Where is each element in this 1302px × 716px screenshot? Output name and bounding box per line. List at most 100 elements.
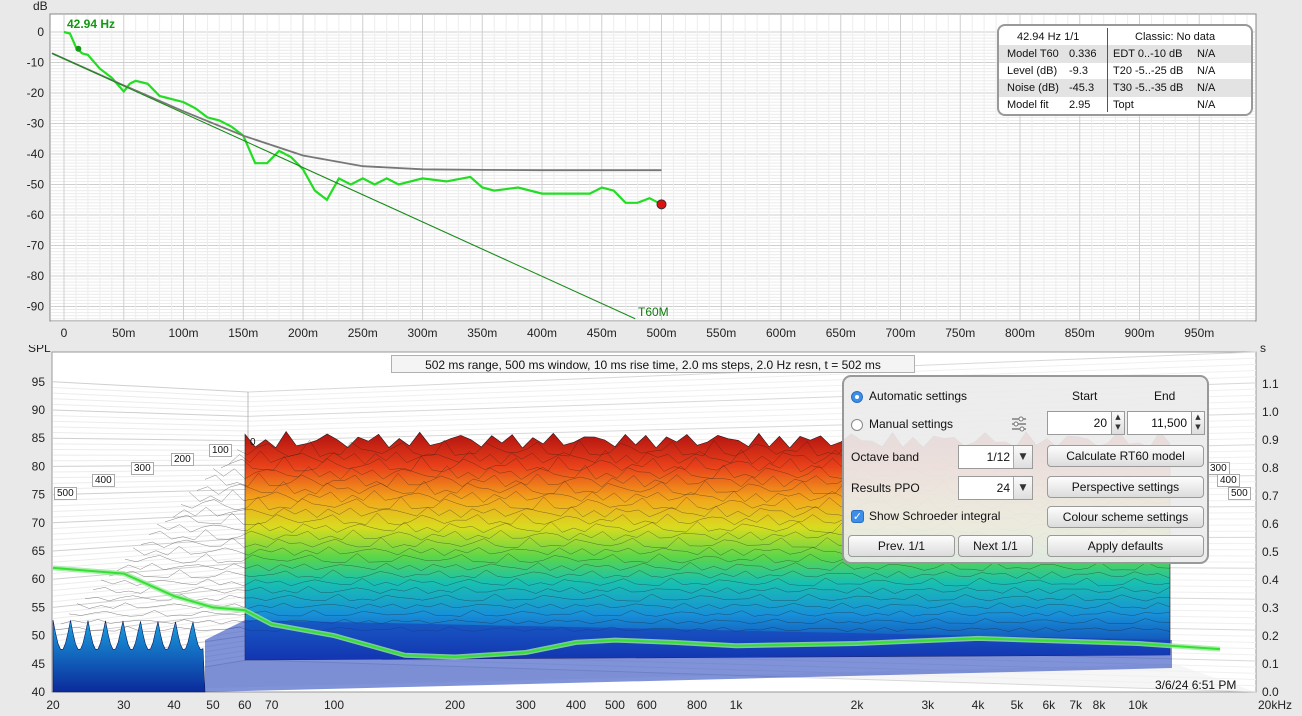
manual-settings-radio[interactable] [851, 419, 863, 431]
y-tick-label: -70 [27, 239, 45, 253]
grid-line [52, 386, 249, 398]
x-tick-label: 3k [921, 698, 935, 712]
octave-band-select[interactable]: 1/12 ▼ [958, 445, 1033, 469]
t60m-label: T60M [638, 305, 669, 319]
info-key: EDT 0..-10 dB [1113, 48, 1183, 60]
info-key: Model T60 [1007, 48, 1059, 60]
info-key: Topt [1113, 99, 1134, 111]
y-tick-label: 65 [32, 544, 46, 558]
perspective-settings-button[interactable]: Perspective settings [1047, 476, 1204, 498]
automatic-settings-label[interactable]: Automatic settings [869, 389, 968, 403]
info-divider [1107, 28, 1108, 112]
grid-line [52, 508, 249, 518]
x-tick-label: 450m [587, 326, 617, 340]
y-tick-label: 50 [32, 629, 46, 643]
grid-line [52, 591, 249, 614]
info-row: Model T60 0.336 EDT 0..-10 dB N/A [999, 45, 1251, 63]
rt60-info-box: 42.94 Hz 1/1 Classic: No data Model T60 … [997, 24, 1253, 116]
sliders-icon[interactable] [1010, 415, 1028, 433]
decay-series [51, 30, 667, 320]
y-tick-label: 95 [32, 375, 46, 389]
depth-tag: 400 [92, 474, 115, 487]
grid-line [52, 459, 249, 462]
info-row: Noise (dB) -45.3 T30 -5..-35 dB N/A [999, 79, 1251, 97]
grid-line [52, 542, 249, 558]
x-tick-label: 20kHz [1258, 698, 1292, 712]
depth-tag: 400 [1217, 474, 1240, 487]
x-tick-label: 800 [687, 698, 707, 712]
start-frequency-stepper[interactable]: ▲ ▼ [1111, 411, 1125, 435]
info-row: Level (dB) -9.3 T20 -5..-25 dB N/A [999, 62, 1251, 80]
grid-line [52, 420, 249, 427]
y-tick-label: 70 [32, 516, 46, 530]
y-tick-label: 80 [32, 459, 46, 473]
results-ppo-select[interactable]: 24 ▼ [958, 476, 1033, 500]
spectrum-slice [76, 602, 1171, 610]
info-key: Level (dB) [1007, 65, 1058, 77]
x-tick-label: 0 [61, 326, 68, 340]
y-tick-label: -80 [27, 269, 45, 283]
info-value: -45.3 [1069, 82, 1095, 94]
x-tick-label: 900m [1124, 326, 1154, 340]
depth-tag: 500 [54, 487, 77, 500]
decay-grid [51, 15, 1255, 323]
grid-line [52, 488, 249, 496]
waterfall-x-axis: 20 30 40 50 60 70 100 200 300 400 500 600 800 1k 2k 3k 4… [46, 698, 1292, 712]
end-frequency-field[interactable]: 11,500 [1127, 411, 1193, 435]
y2-tick-label: 0.8 [1262, 461, 1279, 475]
prev-button[interactable]: Prev. 1/1 [848, 535, 955, 557]
x-tick-label: 40 [167, 698, 181, 712]
x-tick-label: 700m [885, 326, 915, 340]
x-tick-label: 2k [851, 698, 865, 712]
results-ppo-value: 24 [996, 481, 1010, 495]
y-tick-label: -20 [27, 86, 45, 100]
depth-tag: 500 [1228, 487, 1251, 500]
start-frequency-field[interactable]: 20 [1047, 411, 1113, 435]
x-tick-label: 5k [1011, 698, 1025, 712]
colour-scheme-button[interactable]: Colour scheme settings [1047, 506, 1204, 528]
automatic-settings-radio[interactable] [851, 391, 863, 403]
schroeder-checkbox[interactable]: ✓ [851, 510, 864, 523]
grid-line [52, 586, 249, 608]
schroeder-integral-line [52, 565, 1221, 660]
y-tick-label: 45 [32, 657, 46, 671]
info-key: T30 -5..-35 dB [1113, 82, 1184, 94]
x-tick-label: 950m [1184, 326, 1214, 340]
x-tick-label: 200m [288, 326, 318, 340]
grid-line [52, 605, 249, 631]
end-marker [656, 199, 667, 210]
x-tick-label: 100m [168, 326, 198, 340]
x-tick-label: 4k [972, 698, 986, 712]
y-tick-label: 60 [32, 572, 46, 586]
y2-tick-label: 1.0 [1262, 405, 1279, 419]
chevron-down-icon: ▼ [1013, 477, 1032, 499]
waterfall-y2-axis: 1.1 1.0 0.9 0.8 0.7 0.6 0.5 0.4 0.3 0.2 0.1 0.0 [1262, 377, 1279, 699]
octave-band-value: 1/12 [986, 450, 1010, 464]
info-classic: Classic: No data [1135, 31, 1216, 43]
apply-defaults-button[interactable]: Apply defaults [1047, 535, 1204, 557]
spectrum-slice [92, 585, 1171, 594]
decay-y-axis: 0 -10 -20 -30 -40 -50 -60 -70 -80 -90 [27, 25, 45, 314]
chevron-down-icon: ▼ [1013, 446, 1032, 468]
front-slice [52, 619, 206, 693]
spectrum-slice [108, 569, 1171, 579]
decay-y-unit: dB [33, 0, 48, 13]
calculate-rt60-button[interactable]: Calculate RT60 model [1047, 445, 1204, 467]
grid-line [52, 566, 249, 586]
schroeder-label[interactable]: Show Schroeder integral [869, 509, 1001, 523]
x-tick-label: 10k [1128, 698, 1148, 712]
manual-settings-label[interactable]: Manual settings [869, 417, 954, 431]
x-tick-label: 600 [637, 698, 657, 712]
x-tick-label: 100 [324, 698, 344, 712]
waterfall-y-axis: 95 90 85 80 75 70 65 60 55 50 45 40 [32, 375, 46, 699]
end-label: End [1154, 389, 1176, 403]
grid-line [52, 513, 249, 524]
grid-line [52, 426, 249, 432]
y2-tick-label: 0.7 [1262, 489, 1279, 503]
end-frequency-stepper[interactable]: ▲ ▼ [1191, 411, 1205, 435]
grid-line [52, 432, 249, 437]
grid-line [52, 479, 249, 484]
x-tick-label: 8k [1093, 698, 1107, 712]
next-button[interactable]: Next 1/1 [958, 535, 1033, 557]
grid-line [52, 518, 249, 529]
